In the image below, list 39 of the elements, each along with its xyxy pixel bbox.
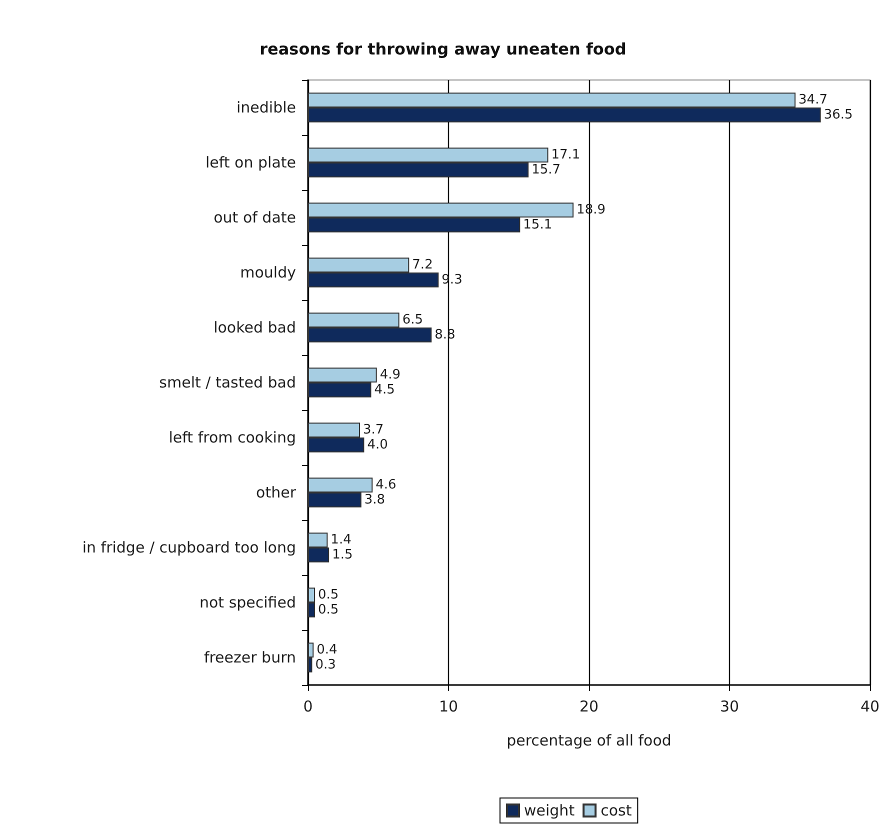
data-label: 3.8 (364, 492, 386, 508)
y-tick-label: not specified (199, 594, 296, 612)
x-axis-title: percentage of all food (506, 732, 672, 750)
data-label: 34.7 (798, 92, 828, 108)
y-tick-label: smelt / tasted bad (159, 374, 296, 392)
y-tick-label: looked bad (214, 318, 296, 336)
data-label: 3.7 (362, 422, 384, 438)
data-label: 0.4 (316, 642, 338, 658)
y-tick-label: mouldy (240, 264, 296, 282)
y-tick-label: inedible (236, 98, 296, 116)
data-label: 0.5 (318, 602, 339, 618)
data-label: 1.5 (332, 547, 353, 562)
y-tick-label: left on plate (205, 154, 296, 172)
x-tick-label: 0 (303, 698, 313, 716)
data-label: 4.0 (367, 437, 388, 452)
x-tick-label: 10 (438, 698, 458, 716)
y-tick-label: freezer burn (204, 648, 296, 666)
data-label: 17.1 (551, 148, 580, 163)
legend-label: weight (524, 802, 575, 820)
data-label: 0.3 (315, 657, 336, 672)
data-label: 15.1 (523, 217, 552, 232)
data-label: 1.4 (330, 532, 352, 548)
legend-label: cost (600, 802, 632, 820)
x-tick-label: 30 (720, 698, 740, 716)
x-tick-label: 40 (860, 698, 880, 716)
chart-title: reasons for throwing away uneaten food (260, 40, 626, 58)
data-label: 4.9 (380, 368, 401, 383)
data-label: 0.5 (318, 588, 339, 603)
data-label: 7.2 (412, 258, 433, 273)
data-label: 6.5 (402, 312, 424, 328)
y-tick-label: other (256, 484, 297, 502)
data-label: 4.6 (376, 478, 396, 493)
data-label: 15.7 (532, 162, 561, 178)
y-tick-label: out of date (214, 208, 296, 226)
y-tick-label: in fridge / cupboard too long (82, 538, 296, 556)
data-label: 4.5 (374, 382, 395, 398)
y-tick-label: left from cooking (168, 428, 296, 446)
x-tick-label: 20 (579, 698, 599, 716)
data-label: 36.5 (824, 107, 853, 122)
